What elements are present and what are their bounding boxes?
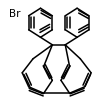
Text: Br: Br [9, 9, 21, 19]
